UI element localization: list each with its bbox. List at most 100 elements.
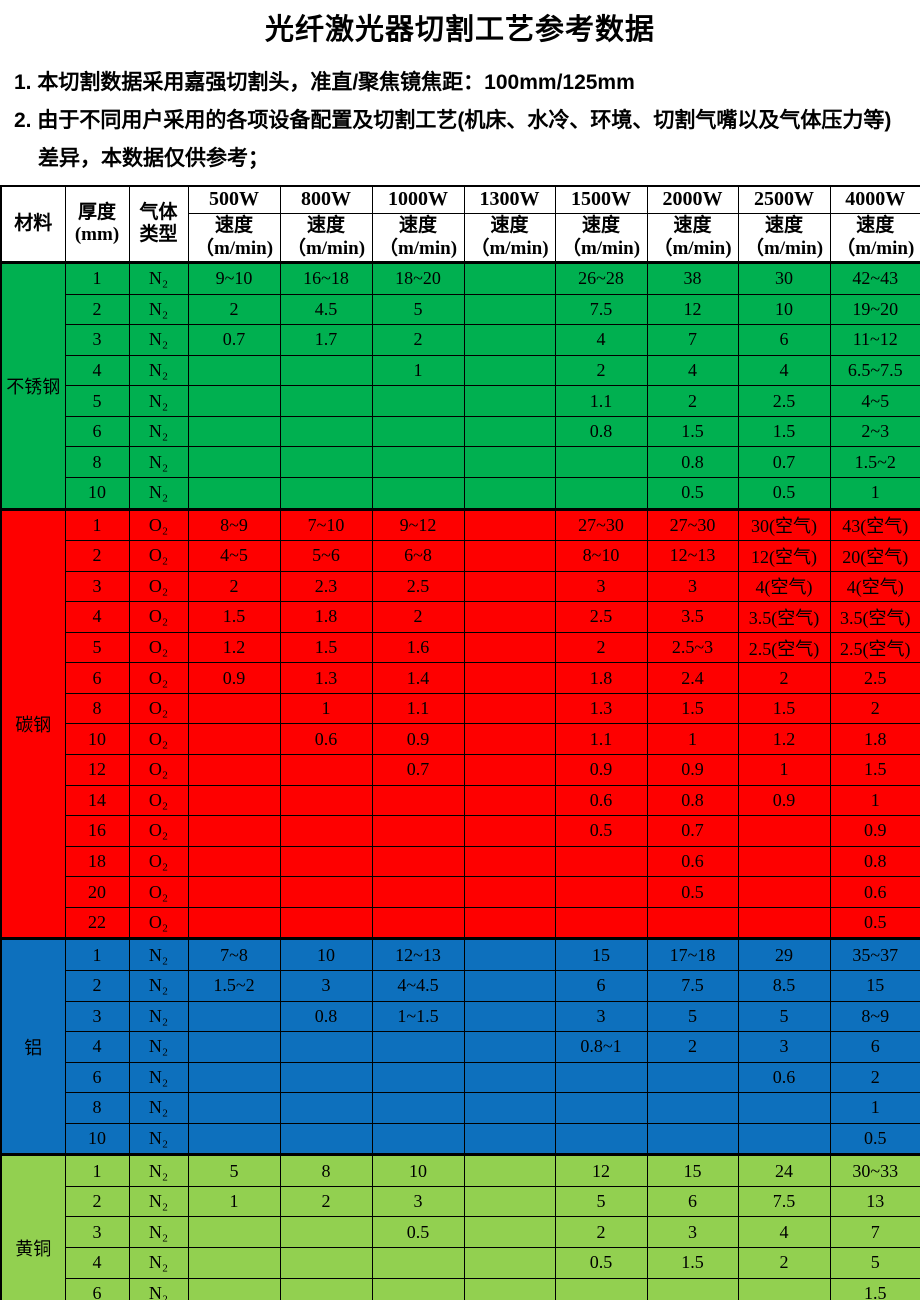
speed-cell [279, 1277, 373, 1300]
gas-cell: N₂ [128, 1092, 189, 1124]
gas-cell: N₂ [128, 446, 189, 478]
speed-cell [463, 1277, 556, 1300]
speed-cell: 2.3 [279, 570, 373, 603]
speed-cell [187, 876, 281, 908]
speed-cell: 1.8 [829, 723, 920, 755]
thickness-cell: 8 [64, 692, 130, 725]
speed-cell: 35~37 [829, 937, 920, 971]
gas-cell: N₂ [128, 937, 189, 971]
speed-header: 速度 （m/min) [554, 212, 648, 263]
power-header: 1000W [371, 185, 465, 214]
speed-cell: 2 [829, 692, 920, 725]
table-row: 8 N₂ 0.8 0.7 1.5~2 [1, 446, 920, 478]
speed-cell: 0.7 [646, 815, 739, 847]
speed-cell [279, 1031, 373, 1063]
thickness-cell: 2 [64, 293, 130, 326]
speed-cell: 4.5 [279, 293, 373, 326]
speed-header: 速度 （m/min) [646, 212, 739, 263]
speed-cell: 2 [737, 1247, 831, 1279]
speed-cell: 2 [371, 324, 465, 356]
header-row-1: 材料 厚度 (mm) 气体 类型 500W 800W 1000W 1300W 1500W 200… [0, 185, 920, 263]
power-header: 500W [187, 185, 281, 214]
thickness-cell: 18 [64, 845, 130, 878]
speed-cell [463, 446, 556, 478]
thickness-header: 厚度 (mm) [64, 185, 130, 263]
speed-cell: 3 [279, 969, 373, 1002]
speed-cell: 12 [554, 1153, 648, 1187]
speed-cell: 4(空气) [737, 570, 831, 603]
thickness-cell: 1 [64, 261, 130, 295]
speed-cell: 5 [187, 1153, 281, 1187]
speed-cell: 1.8 [279, 601, 373, 633]
gas-cell: N₂ [128, 969, 189, 1002]
thickness-cell: 4 [64, 354, 130, 387]
table-row: 铝 1 N₂ 7~8 10 12~13 15 17~18 29 35~37 [0, 937, 920, 1156]
speed-cell: 20(空气) [829, 540, 920, 572]
speed-cell: 5 [371, 293, 465, 326]
speed-cell [463, 692, 556, 725]
speed-cell [737, 845, 831, 878]
gas-cell: O₂ [128, 507, 189, 542]
speed-cell [187, 446, 281, 478]
table-header: 材料 厚度 (mm) 气体 类型 500W 800W 1000W 1300W 1500W 200… [0, 185, 920, 263]
speed-cell: 3 [554, 570, 648, 603]
table-row: 8 N₂ 1 [1, 1092, 920, 1124]
speed-cell [463, 354, 556, 387]
speed-cell: 4 [646, 354, 739, 387]
speed-cell: 0.7 [737, 446, 831, 478]
gas-cell: O₂ [128, 845, 189, 878]
speed-cell: 27~30 [554, 507, 648, 542]
speed-cell [463, 662, 556, 694]
speed-cell [463, 906, 556, 940]
speed-cell: 1.5 [829, 1277, 920, 1300]
table-row: 20 O₂ 0.5 0.6 [1, 876, 920, 908]
speed-cell [187, 815, 281, 847]
speed-cell [279, 1122, 373, 1156]
speed-cell [187, 1031, 281, 1063]
speed-cell: 0.6 [737, 1061, 831, 1094]
table-row: 4 N₂ 0.5 1.5 2 5 [1, 1247, 920, 1279]
speed-cell [279, 754, 373, 786]
speed-cell: 2.5~3 [646, 631, 739, 664]
speed-cell: 43(空气) [829, 507, 920, 542]
speed-header: 速度 （m/min) [371, 212, 465, 263]
table-row: 10 N₂ 0.5 [1, 1122, 920, 1156]
speed-cell: 4 [737, 1216, 831, 1248]
speed-cell [187, 1122, 281, 1156]
speed-cell [463, 1000, 556, 1033]
table-row: 2 O₂ 4~5 5~6 6~8 8~10 12~13 12(空气) 20(空气) [1, 540, 920, 572]
speed-cell [463, 1247, 556, 1279]
speed-cell: 2 [554, 1216, 648, 1248]
gas-cell: N₂ [128, 1000, 189, 1033]
thickness-cell: 8 [64, 1092, 130, 1124]
table-row: 6 N₂ 0.6 2 [1, 1061, 920, 1094]
speed-cell [554, 1122, 648, 1156]
speed-cell: 2 [187, 570, 281, 603]
speed-cell [463, 631, 556, 664]
speed-cell: 38 [646, 261, 739, 295]
speed-cell [737, 876, 831, 908]
speed-cell: 1.6 [371, 631, 465, 664]
table-row: 10 N₂ 0.5 0.5 1 [1, 476, 920, 510]
speed-cell [279, 1061, 373, 1094]
gas-cell: N₂ [128, 1185, 189, 1218]
speed-cell: 2 [829, 1061, 920, 1094]
speed-cell: 1.2 [737, 723, 831, 755]
speed-cell: 0.9 [554, 754, 648, 786]
speed-cell [371, 1277, 465, 1300]
speed-cell: 3 [646, 1216, 739, 1248]
thickness-cell: 10 [64, 476, 130, 510]
speed-cell [463, 723, 556, 755]
power-header: 2500W [737, 185, 831, 214]
speed-cell: 6.5~7.5 [829, 354, 920, 387]
speed-cell: 2.5 [737, 385, 831, 417]
speed-cell: 1.1 [554, 723, 648, 755]
speed-cell: 0.5 [371, 1216, 465, 1248]
speed-cell: 1.1 [371, 692, 465, 725]
gas-cell: N₂ [128, 1031, 189, 1063]
speed-cell: 30(空气) [737, 507, 831, 542]
thickness-cell: 3 [64, 570, 130, 603]
speed-cell [187, 692, 281, 725]
speed-cell: 6 [737, 324, 831, 356]
speed-cell: 5 [737, 1000, 831, 1033]
